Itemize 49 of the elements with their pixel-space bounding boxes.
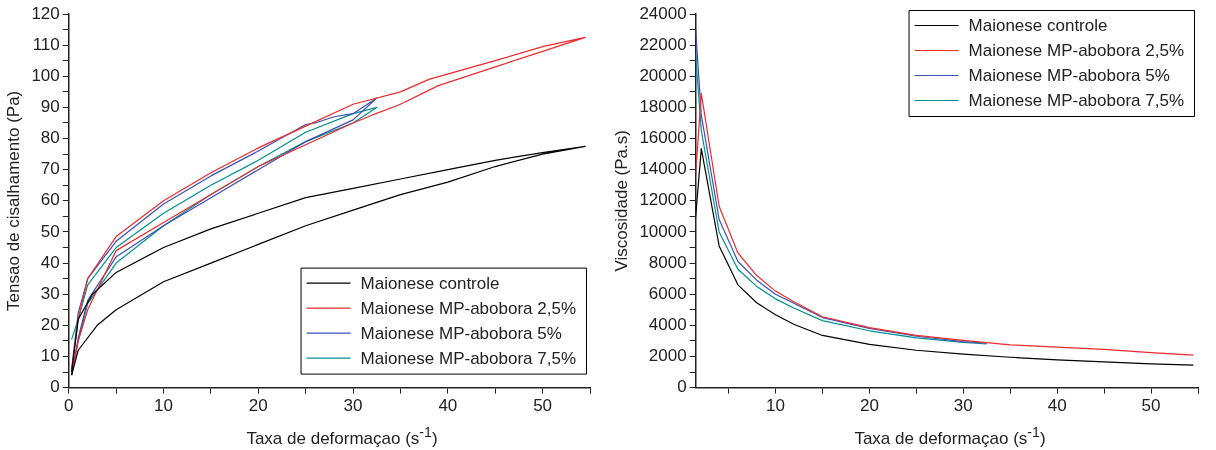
x-axis-title: Taxa de deformaçao (s$^{-1}$) [853, 423, 1047, 450]
y-tick-label: 4000 [648, 315, 687, 335]
x-tick-label: 20 [248, 396, 268, 416]
x-tick-label: 50 [533, 396, 553, 416]
legend-label: Maionese MP-abobora 5% [968, 66, 1170, 86]
x-tick-label: 30 [953, 396, 973, 416]
y-tick-label: 20000 [639, 65, 687, 85]
y-tick-label: 24000 [639, 3, 687, 23]
y-axis-title: Tensao de cisalhamento (Pa) [3, 90, 23, 311]
y-tick-label: 6000 [648, 283, 687, 303]
y-tick-label: 12000 [639, 190, 687, 210]
y-tick-label: 18000 [639, 97, 687, 117]
y-tick-label: 8000 [648, 252, 687, 272]
y-tick-label: 10000 [639, 221, 687, 241]
y-tick-label: 120 [31, 3, 60, 23]
y-tick-label: 20 [40, 315, 60, 335]
legend-label: Maionese controle [360, 273, 500, 293]
y-tick-label: 80 [40, 128, 60, 148]
y-tick-label: 16000 [639, 128, 687, 148]
legend-label: Maionese MP-abobora 7,5% [968, 91, 1185, 111]
x-tick-label: 50 [1141, 396, 1161, 416]
y-tick-label: 0 [677, 377, 687, 397]
x-tick-label: 20 [859, 396, 879, 416]
y-tick-label: 30 [40, 283, 60, 303]
y-tick-label: 22000 [639, 34, 687, 54]
y-tick-label: 60 [40, 190, 60, 210]
y-axis-title: Viscosidade (Pa.s) [611, 130, 631, 272]
y-tick-label: 2000 [648, 346, 687, 366]
x-axis-title: Taxa de deformaçao (s$^{-1}$) [245, 423, 439, 450]
legend-label: Maionese MP-abobora 7,5% [360, 348, 577, 368]
x-tick-label: 10 [154, 396, 173, 416]
legend-label: Maionese MP-abobora 5% [360, 323, 562, 343]
y-tick-label: 10 [40, 346, 60, 366]
legend-label: Maionese MP-abobora 2,5% [968, 41, 1185, 61]
x-tick-label: 10 [766, 396, 785, 416]
x-tick-label: 40 [438, 396, 458, 416]
y-tick-label: 40 [40, 252, 60, 272]
x-tick-label: 0 [64, 396, 74, 416]
y-tick-label: 50 [40, 221, 60, 241]
x-tick-label: 40 [1047, 396, 1067, 416]
legend-label: Maionese MP-abobora 2,5% [360, 298, 577, 318]
y-tick-label: 14000 [639, 159, 687, 179]
x-tick-label: 30 [343, 396, 363, 416]
y-tick-label: 110 [32, 34, 60, 54]
y-tick-label: 70 [40, 159, 60, 179]
y-tick-label: 0 [50, 377, 60, 397]
y-tick-label: 100 [31, 65, 60, 85]
y-tick-label: 90 [40, 97, 60, 117]
legend-label: Maionese controle [968, 16, 1108, 36]
